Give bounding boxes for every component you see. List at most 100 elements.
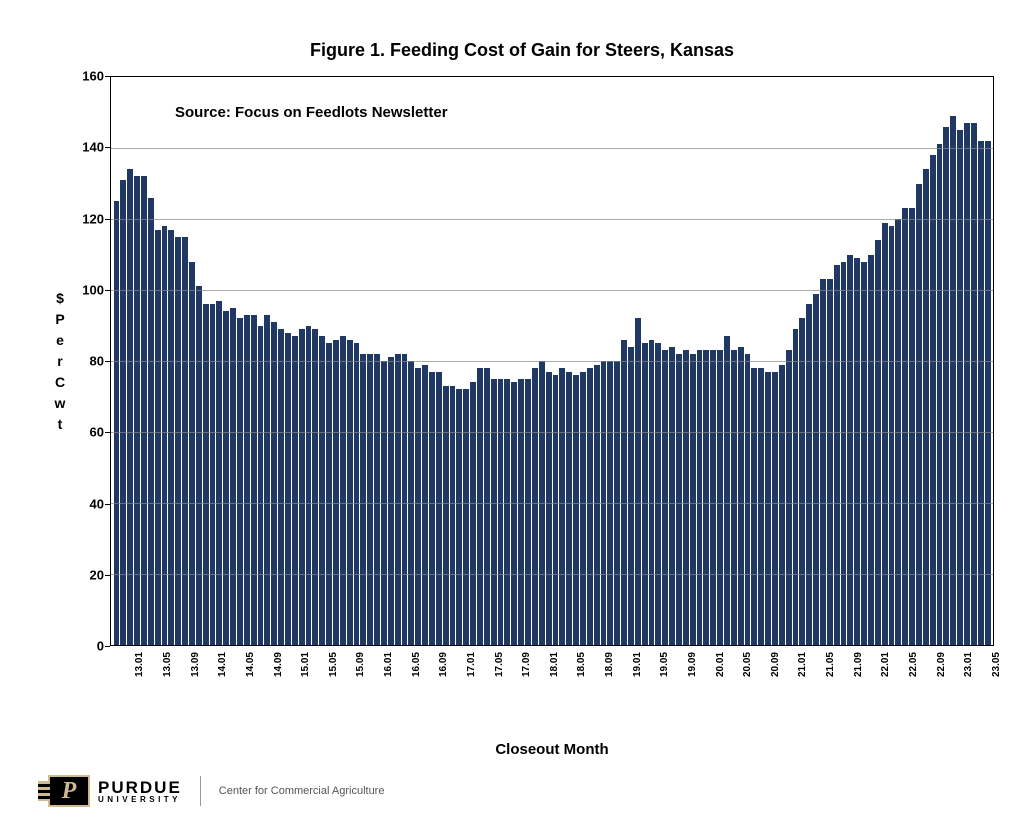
- bar: [292, 336, 298, 645]
- bar: [710, 350, 716, 645]
- x-tick-label: 19.05: [659, 652, 670, 677]
- bar: [587, 368, 593, 645]
- bar: [772, 372, 778, 645]
- x-tick-label: 13.09: [190, 652, 201, 677]
- bar: [285, 333, 291, 645]
- x-tick-label: 21.01: [797, 652, 808, 677]
- bar: [683, 350, 689, 645]
- bar: [628, 347, 634, 645]
- bar: [216, 301, 222, 645]
- y-tick-label: 140: [82, 140, 104, 155]
- y-axis: 020406080100120140160: [70, 76, 110, 646]
- bar: [553, 375, 559, 645]
- x-tick-label: 22.01: [880, 652, 891, 677]
- x-tick-label: 20.05: [742, 652, 753, 677]
- bar: [511, 382, 517, 645]
- bar: [271, 322, 277, 645]
- bar: [463, 389, 469, 645]
- x-tick-label: 18.01: [549, 652, 560, 677]
- bar: [518, 379, 524, 645]
- bar: [669, 347, 675, 645]
- bar: [786, 350, 792, 645]
- x-tick-label: 17.09: [521, 652, 532, 677]
- bar: [395, 354, 401, 645]
- bar: [957, 130, 963, 645]
- bar: [484, 368, 490, 645]
- bar: [868, 255, 874, 646]
- bar: [168, 230, 174, 645]
- bar: [230, 308, 236, 645]
- bar: [450, 386, 456, 645]
- bar: [985, 141, 991, 645]
- bar: [875, 240, 881, 645]
- bar: [738, 347, 744, 645]
- y-tick-label: 20: [90, 567, 104, 582]
- bar: [964, 123, 970, 645]
- bar: [841, 262, 847, 645]
- footer-divider: [200, 776, 201, 806]
- bar: [978, 141, 984, 645]
- bar: [854, 258, 860, 645]
- bar: [902, 208, 908, 645]
- bar: [655, 343, 661, 645]
- bar: [210, 304, 216, 645]
- x-tick-label: 19.09: [687, 652, 698, 677]
- bar: [367, 354, 373, 645]
- x-tick-label: 13.01: [134, 652, 145, 677]
- x-tick-label: 15.01: [300, 652, 311, 677]
- x-tick-label: 23.01: [963, 652, 974, 677]
- x-tick-label: 15.05: [328, 652, 339, 677]
- bar: [676, 354, 682, 645]
- bar: [820, 279, 826, 645]
- gridline: [111, 290, 993, 291]
- y-tick-label: 60: [90, 425, 104, 440]
- plot-area: Source: Focus on Feedlots Newsletter: [110, 76, 994, 646]
- x-axis-label: Closeout Month: [110, 741, 994, 758]
- bar: [456, 389, 462, 645]
- source-label: Source: Focus on Feedlots Newsletter: [171, 102, 452, 123]
- bar: [827, 279, 833, 645]
- x-tick-label: 13.05: [162, 652, 173, 677]
- bar: [299, 329, 305, 645]
- bar: [319, 336, 325, 645]
- x-tick-label: 20.09: [770, 652, 781, 677]
- bar: [765, 372, 771, 645]
- bar: [312, 329, 318, 645]
- bar: [429, 372, 435, 645]
- x-tick-label: 17.05: [494, 652, 505, 677]
- y-axis-label: $ Per Cwt: [50, 76, 70, 646]
- x-tick-label: 14.01: [217, 652, 228, 677]
- bar: [861, 262, 867, 645]
- y-tick-label: 160: [82, 69, 104, 84]
- gridline: [111, 432, 993, 433]
- bar: [525, 379, 531, 645]
- bar: [889, 226, 895, 645]
- bar: [546, 372, 552, 645]
- bar: [834, 265, 840, 645]
- x-tick-label: 21.05: [825, 652, 836, 677]
- bar: [909, 208, 915, 645]
- bar: [532, 368, 538, 645]
- bar: [594, 365, 600, 645]
- bar: [724, 336, 730, 645]
- bar: [950, 116, 956, 645]
- bar: [745, 354, 751, 645]
- gridline: [111, 219, 993, 220]
- bar: [422, 365, 428, 645]
- bar: [120, 180, 126, 645]
- bar: [642, 343, 648, 645]
- bar: [697, 350, 703, 645]
- bar: [806, 304, 812, 645]
- bar: [498, 379, 504, 645]
- bar: [758, 368, 764, 645]
- bar: [971, 123, 977, 645]
- bar: [882, 223, 888, 645]
- bar: [799, 318, 805, 645]
- purdue-logo: P PURDUE UNIVERSITY: [48, 775, 182, 807]
- bar: [326, 343, 332, 645]
- bar: [114, 201, 120, 645]
- org-sub: UNIVERSITY: [98, 796, 182, 804]
- bar: [731, 350, 737, 645]
- bar: [717, 350, 723, 645]
- bar: [649, 340, 655, 645]
